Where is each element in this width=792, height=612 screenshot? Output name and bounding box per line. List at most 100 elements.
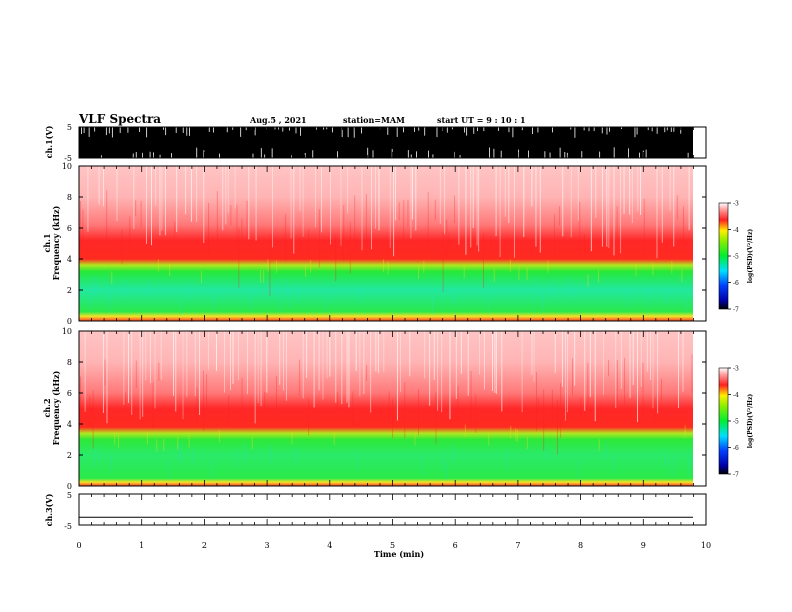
spectrogram-streak xyxy=(449,331,451,420)
waveform-gap xyxy=(521,127,523,131)
spectrogram-streak xyxy=(642,362,644,418)
spectrogram-streak xyxy=(579,201,581,255)
spectrogram-streak xyxy=(343,205,345,261)
spectrogram-streak xyxy=(378,166,380,231)
spectrogram-streak xyxy=(365,193,367,246)
spectrogram-streak xyxy=(631,166,633,224)
ytick-label: 8 xyxy=(67,358,72,367)
spectrogram-streak xyxy=(446,462,447,481)
spectrogram-streak xyxy=(652,262,654,276)
spectrogram-streak xyxy=(95,276,97,295)
spectrogram-streak xyxy=(175,331,177,412)
waveform-gap xyxy=(416,151,417,158)
spectrogram-streak xyxy=(149,276,150,296)
waveform-gap xyxy=(680,127,682,134)
spectrogram-streak xyxy=(216,191,218,244)
spectrogram-streak xyxy=(146,432,148,445)
waveform-gap xyxy=(159,154,161,158)
waveform-gap xyxy=(135,151,137,158)
spectrogram-streak xyxy=(669,166,671,211)
spectrogram-streak xyxy=(201,270,202,284)
spectrogram-streak xyxy=(145,331,147,381)
spectrogram-streak xyxy=(111,271,113,284)
waveform-gap xyxy=(254,127,256,136)
waveform-gap xyxy=(387,127,389,135)
waveform-gap xyxy=(127,127,129,133)
ytick-label: 0 xyxy=(67,317,72,326)
spectrogram-streak xyxy=(434,199,436,220)
waveform-gap xyxy=(165,127,167,136)
spectrogram-streak xyxy=(657,331,659,414)
spectrogram-streak xyxy=(238,331,240,381)
waveform-gap xyxy=(512,127,514,138)
waveform-gap xyxy=(142,152,143,158)
spectrogram-streak xyxy=(452,288,454,308)
spectrogram-streak xyxy=(504,166,506,217)
spectrogram-streak xyxy=(257,331,259,404)
spectrogram-streak xyxy=(295,446,297,466)
spectrogram-streak xyxy=(510,425,512,439)
spectrogram-streak xyxy=(135,200,137,217)
ytick-label: 0 xyxy=(67,482,72,491)
spectrogram-streak xyxy=(208,202,210,257)
spectrogram-streak xyxy=(276,260,278,273)
spectrogram-streak xyxy=(187,282,189,302)
spectrogram-streak xyxy=(414,432,416,445)
spectrogram-streak xyxy=(656,166,658,259)
ch1-ytick-top: 5 xyxy=(67,123,72,132)
spectrogram-streak xyxy=(102,166,104,207)
waveform-gap xyxy=(549,152,551,158)
spectrogram-streak xyxy=(230,331,231,391)
waveform-gap xyxy=(186,127,188,136)
spectrogram-streak xyxy=(595,166,597,218)
spectrogram-streak xyxy=(389,166,391,248)
spectrogram-streak xyxy=(476,166,478,246)
time-tick-label: 8 xyxy=(578,541,583,550)
spectrogram-streak xyxy=(647,290,649,310)
ch2-spectrogram-ylabel-ch: ch.2 xyxy=(42,398,52,417)
spectrogram-streak xyxy=(340,166,342,246)
spectrogram-streak xyxy=(673,166,675,247)
spectrogram-streak xyxy=(643,198,645,258)
spectrogram-streak xyxy=(407,200,409,228)
spectrogram-streak xyxy=(554,214,555,256)
no-data-strip xyxy=(693,166,706,321)
ytick-label: 2 xyxy=(67,286,72,295)
spectrogram-streak xyxy=(363,331,365,395)
waveform-gap xyxy=(664,127,666,133)
spectrogram-streak xyxy=(234,166,236,209)
waveform-gap xyxy=(208,127,210,132)
spectrogram-streak xyxy=(546,442,548,462)
spectrogram-streak xyxy=(359,331,361,397)
spectrogram-streak xyxy=(352,391,354,427)
ch2-spectrogram-yticks: 0 2 4 6 8 10 xyxy=(62,327,706,491)
spectrogram-streak xyxy=(313,331,315,408)
spectrogram-streak xyxy=(691,354,693,394)
waveform-gap xyxy=(634,127,636,138)
spectrogram-streak xyxy=(92,276,94,296)
spectrogram-streak xyxy=(517,429,519,443)
waveform-gap xyxy=(497,127,499,131)
waveform-gap xyxy=(108,127,110,134)
spectrogram-streak xyxy=(666,285,668,305)
waveform-gap xyxy=(403,127,404,133)
spectrogram-streak xyxy=(121,229,123,265)
waveform-gap xyxy=(656,127,658,134)
spectrogram-streak xyxy=(446,219,448,260)
waveform-gap xyxy=(552,127,553,133)
spectrogram-streak xyxy=(629,331,631,398)
waveform-gap xyxy=(666,127,668,131)
spectrogram-streak xyxy=(566,331,568,413)
spectrogram-streak xyxy=(92,390,94,449)
spectrogram-streak xyxy=(442,231,444,292)
waveform-gap xyxy=(175,127,177,133)
waveform-gap xyxy=(428,150,429,158)
spectrogram-streak xyxy=(366,364,368,381)
spectrogram-streak xyxy=(660,379,662,401)
spectrogram-streak xyxy=(557,400,558,455)
spectrogram-streak xyxy=(176,166,178,233)
spectrogram-streak xyxy=(488,432,490,446)
spectrogram-streak xyxy=(409,331,411,377)
spectrogram-streak xyxy=(392,398,394,438)
waveform-gap xyxy=(203,150,205,158)
